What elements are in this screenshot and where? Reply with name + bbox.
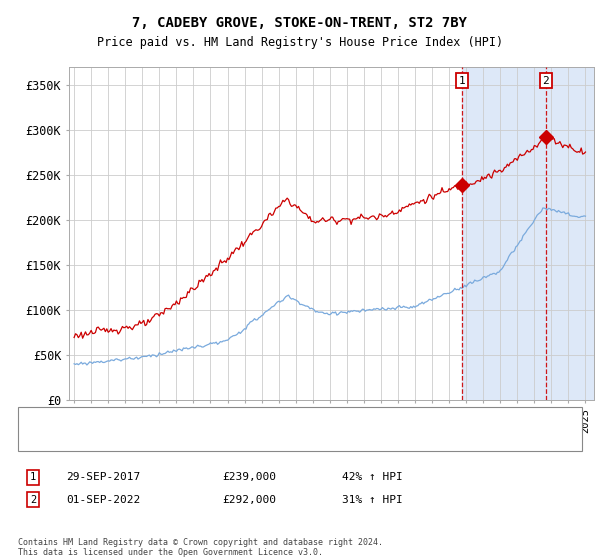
- Text: Price paid vs. HM Land Registry's House Price Index (HPI): Price paid vs. HM Land Registry's House …: [97, 36, 503, 49]
- Bar: [462, 67, 594, 400]
- Text: ——: ——: [33, 412, 50, 426]
- Text: 1: 1: [458, 76, 465, 86]
- Text: 1: 1: [30, 472, 36, 482]
- Text: 7, CADEBY GROVE, STOKE-ON-TRENT, ST2 7BY (detached house): 7, CADEBY GROVE, STOKE-ON-TRENT, ST2 7BY…: [72, 414, 443, 424]
- Text: ——: ——: [33, 433, 50, 447]
- Text: HPI: Average price, detached house, Stoke-on-Trent: HPI: Average price, detached house, Stok…: [72, 435, 397, 445]
- Text: Contains HM Land Registry data © Crown copyright and database right 2024.
This d: Contains HM Land Registry data © Crown c…: [18, 538, 383, 557]
- Text: 31% ↑ HPI: 31% ↑ HPI: [342, 494, 403, 505]
- Text: 42% ↑ HPI: 42% ↑ HPI: [342, 472, 403, 482]
- Text: 2: 2: [30, 494, 36, 505]
- Text: 7, CADEBY GROVE, STOKE-ON-TRENT, ST2 7BY: 7, CADEBY GROVE, STOKE-ON-TRENT, ST2 7BY: [133, 16, 467, 30]
- Text: 01-SEP-2022: 01-SEP-2022: [66, 494, 140, 505]
- Text: £292,000: £292,000: [222, 494, 276, 505]
- Text: 2: 2: [542, 76, 549, 86]
- Text: 29-SEP-2017: 29-SEP-2017: [66, 472, 140, 482]
- Text: £239,000: £239,000: [222, 472, 276, 482]
